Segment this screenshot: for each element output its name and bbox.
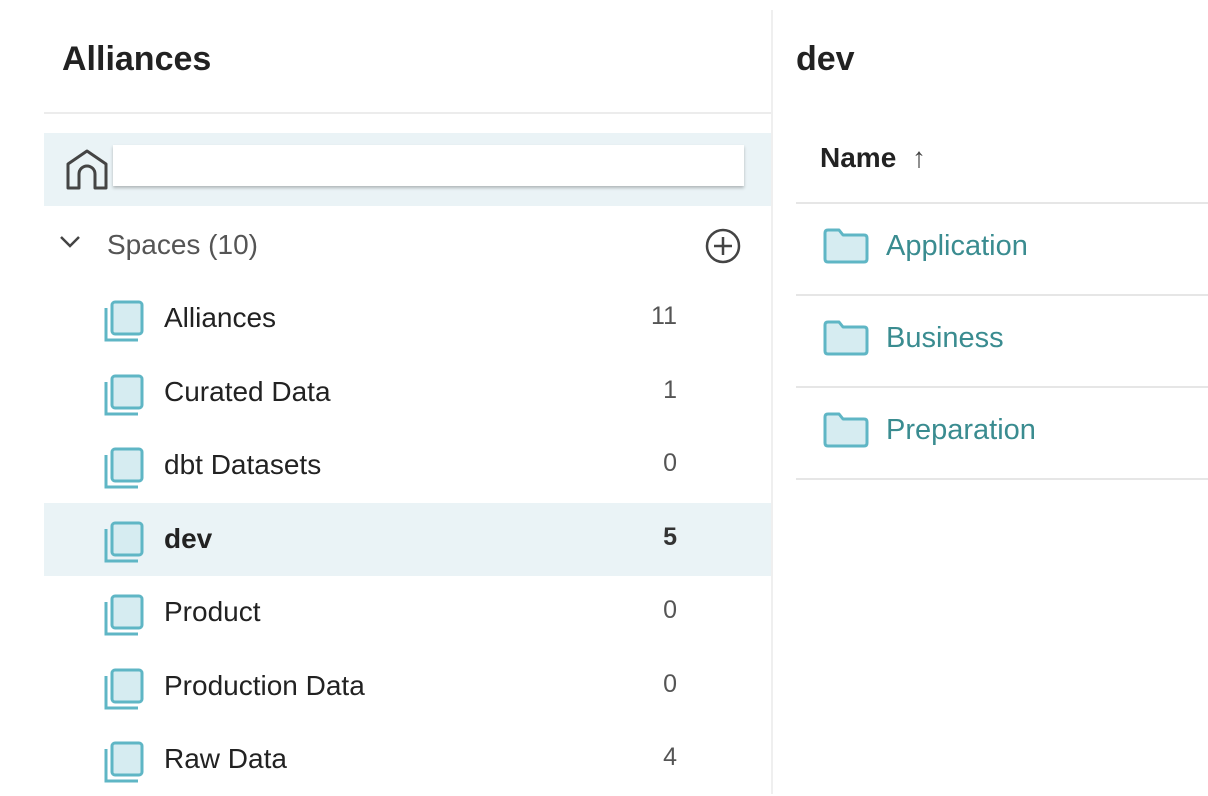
space-item[interactable]: dev 5 bbox=[44, 502, 771, 576]
column-header-label: Name bbox=[820, 142, 897, 173]
spaces-label: Spaces (10) bbox=[107, 229, 258, 260]
space-label: Production Data bbox=[164, 669, 365, 701]
folder-row[interactable]: Application bbox=[796, 204, 1208, 294]
home-icon bbox=[66, 149, 108, 190]
folder-link[interactable]: Application bbox=[886, 230, 1028, 262]
space-count: 5 bbox=[663, 522, 677, 551]
folder-icon bbox=[823, 320, 869, 361]
space-icon bbox=[102, 521, 148, 570]
folder-icon bbox=[823, 228, 869, 269]
space-item[interactable]: Curated Data 1 bbox=[44, 356, 771, 429]
space-label: dbt Datasets bbox=[164, 449, 322, 480]
panel-divider bbox=[771, 10, 773, 794]
space-item[interactable]: Product 0 bbox=[44, 576, 771, 649]
space-icon bbox=[102, 741, 148, 790]
chevron-down-icon[interactable] bbox=[58, 234, 82, 250]
divider bbox=[796, 294, 1208, 296]
space-icon bbox=[102, 374, 148, 423]
folder-icon bbox=[823, 412, 869, 453]
folder-row[interactable]: Business bbox=[796, 296, 1208, 386]
space-item[interactable]: Alliances 11 bbox=[44, 282, 771, 355]
name-column-header[interactable]: Name ↑ bbox=[820, 142, 926, 174]
sort-ascending-icon: ↑ bbox=[912, 142, 927, 173]
space-icon bbox=[102, 668, 148, 717]
space-label: Curated Data bbox=[164, 375, 331, 407]
folder-title: dev bbox=[796, 40, 855, 78]
space-count: 0 bbox=[663, 669, 677, 698]
space-count: 1 bbox=[663, 375, 677, 404]
space-item[interactable]: dbt Datasets 0 bbox=[44, 429, 771, 502]
space-item[interactable]: Production Data 0 bbox=[44, 650, 771, 723]
divider bbox=[796, 478, 1208, 480]
space-label: dev bbox=[164, 522, 213, 554]
space-item[interactable]: Raw Data 4 bbox=[44, 723, 771, 796]
folder-link[interactable]: Preparation bbox=[886, 414, 1036, 446]
space-label: Product bbox=[164, 596, 261, 627]
space-icon bbox=[102, 594, 148, 643]
space-count: 0 bbox=[663, 596, 677, 624]
space-icon bbox=[102, 447, 148, 496]
space-icon bbox=[102, 300, 148, 349]
spaces-section-header[interactable]: Spaces (10) bbox=[44, 222, 771, 268]
add-space-icon[interactable] bbox=[704, 227, 742, 265]
divider bbox=[796, 386, 1208, 388]
divider bbox=[796, 202, 1208, 204]
panel-title: Alliances bbox=[62, 40, 212, 78]
space-count: 11 bbox=[651, 302, 677, 330]
folder-row[interactable]: Preparation bbox=[796, 388, 1208, 478]
folder-link[interactable]: Business bbox=[886, 322, 1004, 354]
space-count: 0 bbox=[663, 449, 677, 477]
divider bbox=[44, 112, 771, 114]
space-count: 4 bbox=[663, 743, 677, 771]
space-label: Alliances bbox=[164, 302, 277, 333]
space-label: Raw Data bbox=[164, 743, 287, 774]
redacted-label bbox=[113, 145, 744, 186]
